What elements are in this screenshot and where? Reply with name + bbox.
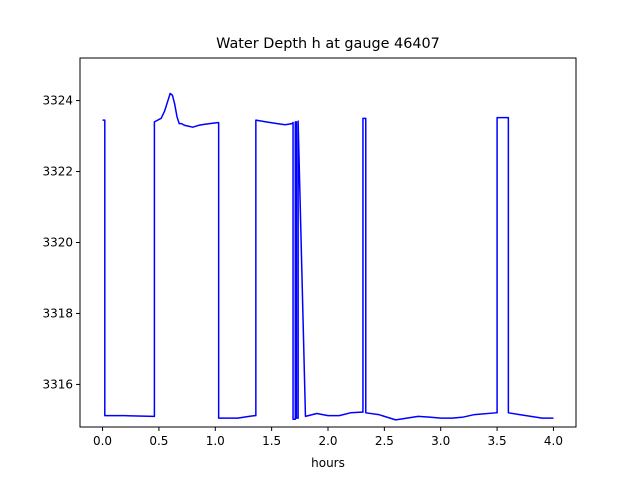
x-tick-label: 1.0 [206, 434, 225, 448]
x-axis: 0.0 0.5 1.0 1.5 2.0 2.5 3.0 3.5 4.0 [93, 427, 563, 448]
x-tick-label: 4.0 [544, 434, 563, 448]
chart-title: Water Depth h at gauge 46407 [216, 36, 440, 52]
series-line-0 [102, 92, 554, 421]
y-tick-label: 3316 [42, 377, 73, 391]
series-layer [102, 92, 554, 421]
y-tick-label: 3322 [42, 165, 73, 179]
y-tick-label: 3320 [42, 236, 73, 250]
x-tick-label: 0.5 [149, 434, 168, 448]
x-tick-label: 3.0 [431, 434, 450, 448]
x-tick-label: 2.0 [318, 434, 337, 448]
y-axis: 3316 3318 3320 3322 3324 [42, 94, 80, 391]
y-tick-label: 3324 [42, 94, 73, 108]
y-tick-label: 3318 [42, 306, 73, 320]
x-tick-label: 0.0 [93, 434, 112, 448]
x-tick-label: 3.5 [488, 434, 507, 448]
x-axis-label: hours [311, 456, 345, 470]
x-tick-label: 2.5 [375, 434, 394, 448]
x-tick-label: 1.5 [262, 434, 281, 448]
